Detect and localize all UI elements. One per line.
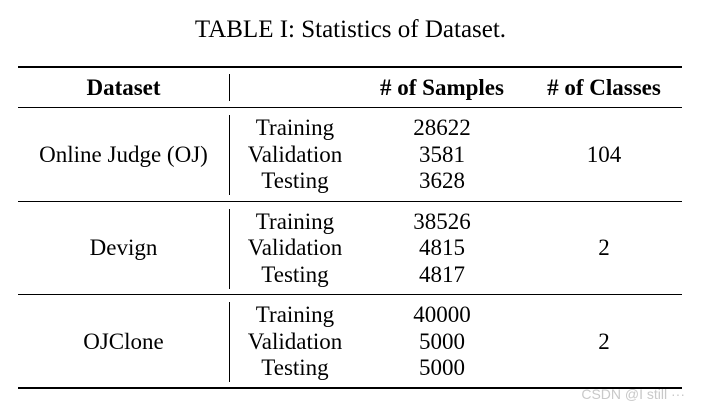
group-separator-2 [229,209,230,289]
sample-count: 3581 [419,142,465,167]
table-bottom-rule [18,387,682,389]
group-divider-1 [18,201,682,202]
group-separator-3 [229,302,230,382]
table-top-rule [18,66,682,68]
table-caption: TABLE I: Statistics of Dataset. [194,16,507,43]
sample-count: 4817 [419,262,465,287]
split-label: Testing [261,262,329,287]
sample-count: 28622 [413,115,471,140]
class-count: 2 [598,235,610,260]
header-classes: # of Classes [547,75,661,100]
split-label: Training [255,302,335,327]
split-label: Testing [261,355,329,380]
header-separator [229,74,230,101]
class-count: 2 [598,329,610,354]
sample-count: 5000 [419,355,465,380]
sample-count: 40000 [413,302,471,327]
split-label: Validation [247,142,343,167]
dataset-name: Devign [89,235,158,260]
sample-count: 4815 [419,235,465,260]
header-bottom-rule [18,107,682,108]
dataset-name: OJClone [83,329,164,354]
split-label: Testing [261,168,329,193]
csdn-watermark: CSDN @I still ··· [581,386,685,402]
split-label: Training [255,209,335,234]
dataset-name: Online Judge (OJ) [39,142,208,167]
group-divider-2 [18,294,682,295]
header-samples: # of Samples [380,75,504,100]
split-label: Validation [247,329,343,354]
class-count: 104 [586,142,622,167]
header-dataset: Dataset [86,75,161,100]
split-label: Validation [247,235,343,260]
sample-count: 3628 [419,168,465,193]
split-label: Training [255,115,335,140]
sample-count: 38526 [413,209,471,234]
group-separator-1 [229,115,230,195]
sample-count: 5000 [419,329,465,354]
